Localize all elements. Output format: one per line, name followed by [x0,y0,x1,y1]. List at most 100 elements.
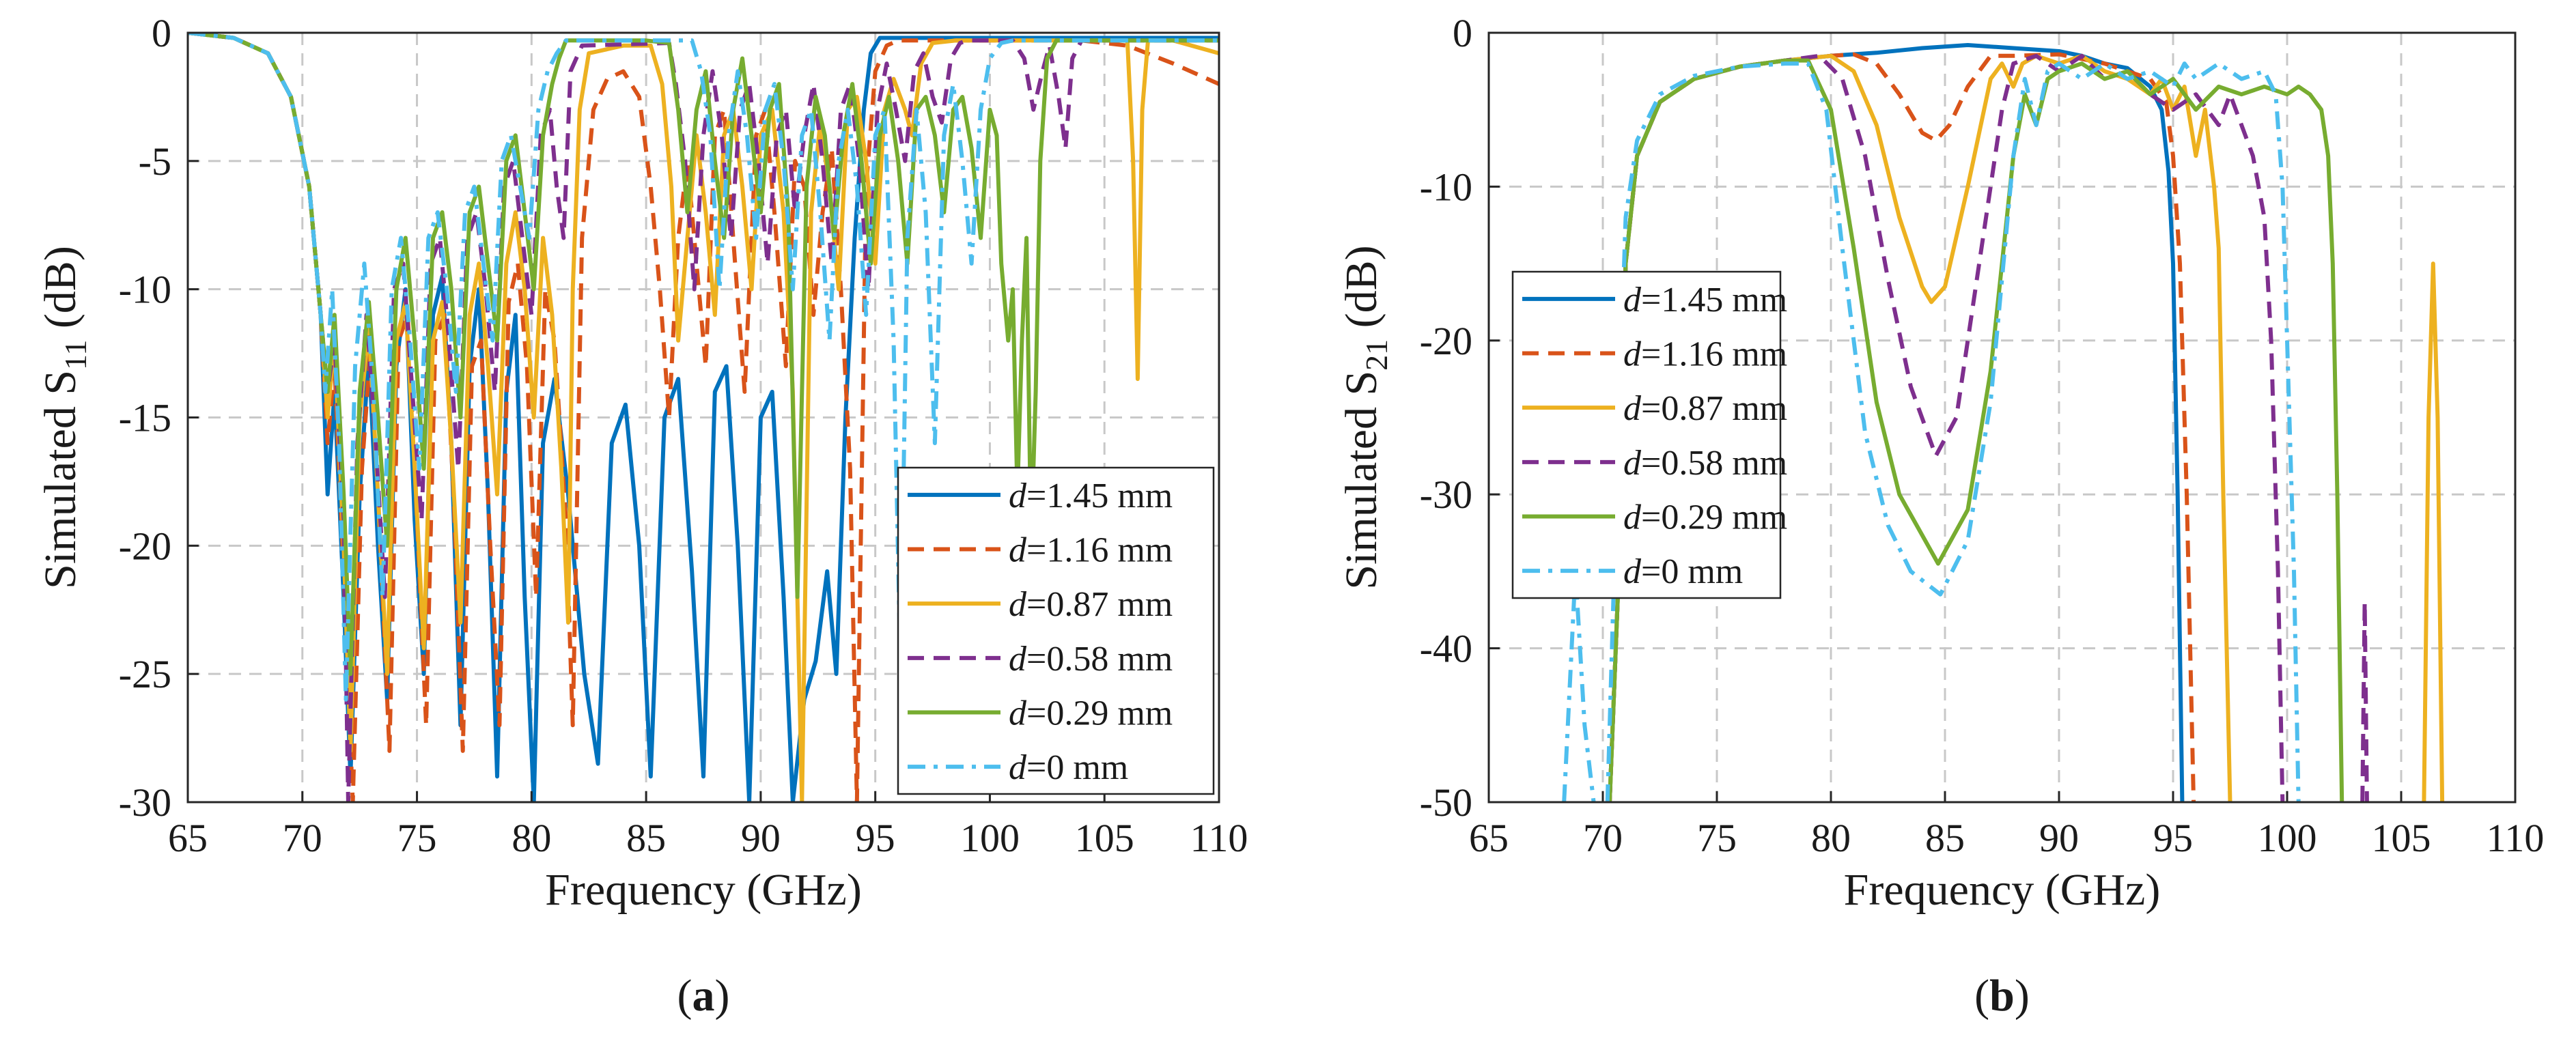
legend-value: =1.16 mm [1026,531,1173,570]
y-tick-label: -15 [119,396,171,440]
panel-a-legend: d=1.45 mmd=1.16 mmd=0.87 mmd=0.58 mmd=0.… [897,466,1215,795]
series-line-d-0-mm [188,33,1219,702]
legend-variable: d [1623,335,1642,374]
panel-a-label: (a) [677,971,730,1021]
panel-label-open: ( [677,971,692,1021]
legend-entry-label: d=0 mm [1009,748,1128,787]
legend-variable: d [1623,498,1642,537]
x-tick-label: 110 [1190,816,1248,860]
x-tick-label: 75 [397,816,437,860]
legend-variable: d [1009,640,1027,679]
panel-label-letter: a [692,971,715,1021]
panel-b-tick-marks [1487,31,2517,804]
y-tick-label: -5 [139,139,171,184]
panel-b-y-axis-label: Simulated S21 (dB) [1336,245,1394,589]
y-tick-label: 0 [1453,11,1472,55]
legend-value: =1.45 mm [1641,281,1787,319]
x-tick-label: 100 [2258,816,2317,860]
legend-value: =0 mm [1026,748,1128,787]
panel-b-plot-area [1562,43,2445,802]
legend-variable: d [1009,477,1027,515]
x-tick-label: 85 [626,816,666,860]
panel-a-y-label-subscript: 11 [58,340,93,370]
legend-value: =1.16 mm [1641,335,1787,374]
panel-a-y-label-prefix: Simulated S [36,370,85,589]
panel-b-label: (b) [1974,971,2030,1021]
x-tick-label: 80 [1811,816,1851,860]
panel-a-x-axis-label: Frequency (GHz) [545,865,862,915]
panel-b-y-label-prefix: Simulated S [1336,371,1386,590]
y-tick-label: -20 [119,524,171,568]
panel-label-open: ( [1974,971,1989,1021]
y-tick-label: -30 [1420,472,1472,517]
y-tick-label: -10 [119,268,171,312]
x-tick-label: 95 [856,816,895,860]
legend-value: =0.87 mm [1026,585,1173,624]
legend-entry-label: d=0.87 mm [1623,389,1787,428]
x-tick-label: 70 [283,816,322,860]
legend-value: =0 mm [1641,552,1743,591]
panel-b-x-axis-label: Frequency (GHz) [1844,865,2161,915]
panel-a-plot-area [188,33,1219,802]
legend-entry-label: d=0.58 mm [1623,444,1787,483]
panel-b: 65 70 75 80 85 90 95 100 105 110 0 -10 -20 -30 -40 -50… [1336,11,2544,1021]
legend-variable: d [1009,748,1027,787]
x-tick-label: 80 [512,816,551,860]
y-tick-label: -30 [119,780,171,825]
legend-entry-label: d=1.45 mm [1009,477,1173,515]
legend-variable: d [1623,444,1642,483]
legend-box [897,466,1215,795]
panel-a-x-tick-labels: 65 70 75 80 85 90 95 100 105 110 [168,816,1248,860]
y-tick-label: -40 [1420,627,1472,671]
panel-a-y-tick-labels: 0 -5 -10 -15 -20 -25 -30 [119,11,171,825]
x-tick-label: 105 [2372,816,2431,860]
legend-value: =0.29 mm [1026,694,1173,733]
x-tick-label: 65 [168,816,208,860]
series-line-d-0-29-mm [188,33,1219,677]
panel-a-y-axis-label: Simulated S11 (dB) [36,246,93,589]
legend-variable: d [1623,281,1642,319]
legend-entry-label: d=1.45 mm [1623,281,1787,319]
legend-entry-label: d=0.58 mm [1009,640,1173,679]
x-tick-label: 105 [1075,816,1134,860]
legend-entry-label: d=0.29 mm [1009,694,1173,733]
y-tick-label: -20 [1420,319,1472,363]
legend-entry-label: d=0 mm [1623,552,1743,591]
legend-variable: d [1009,585,1027,624]
panel-b-axes-box [1487,31,2517,804]
x-tick-label: 65 [1469,816,1509,860]
x-tick-label: 75 [1697,816,1737,860]
y-tick-label: -50 [1420,780,1472,825]
x-tick-label: 90 [2039,816,2079,860]
legend-entry-label: d=0.87 mm [1009,585,1173,624]
panel-a-y-label-suffix: (dB) [36,246,85,339]
x-tick-label: 95 [2153,816,2193,860]
x-tick-label: 90 [741,816,781,860]
legend-value: =0.58 mm [1026,640,1173,679]
panel-b-x-tick-labels: 65 70 75 80 85 90 95 100 105 110 [1469,816,2544,860]
panel-b-y-label-subscript: 21 [1359,339,1394,371]
legend-variable: d [1009,531,1027,570]
x-tick-label: 70 [1583,816,1623,860]
panel-b-y-tick-labels: 0 -10 -20 -30 -40 -50 [1420,11,1472,825]
legend-box [1511,270,1782,599]
panel-label-close: ) [715,971,730,1021]
series-line-d-0-mm [1562,61,2301,802]
legend-value: =0.29 mm [1641,498,1787,537]
legend-value: =0.58 mm [1641,444,1787,483]
legend-variable: d [1623,389,1642,428]
legend-entry-label: d=0.29 mm [1623,498,1787,537]
series-line-d-0-58-mm [1608,53,2369,802]
panel-a: 65 70 75 80 85 90 95 100 105 110 0 -5 -10 -15 -20 -25 -… [36,11,1248,1021]
panel-label-close: ) [2015,971,2030,1021]
x-tick-label: 110 [2487,816,2545,860]
y-tick-label: 0 [152,11,171,55]
legend-entry-label: d=1.16 mm [1009,531,1173,570]
legend-variable: d [1623,552,1642,591]
legend-value: =0.87 mm [1641,389,1787,428]
panel-b-y-label-suffix: (dB) [1336,245,1386,339]
y-tick-label: -10 [1420,165,1472,209]
legend-value: =1.45 mm [1026,477,1173,515]
